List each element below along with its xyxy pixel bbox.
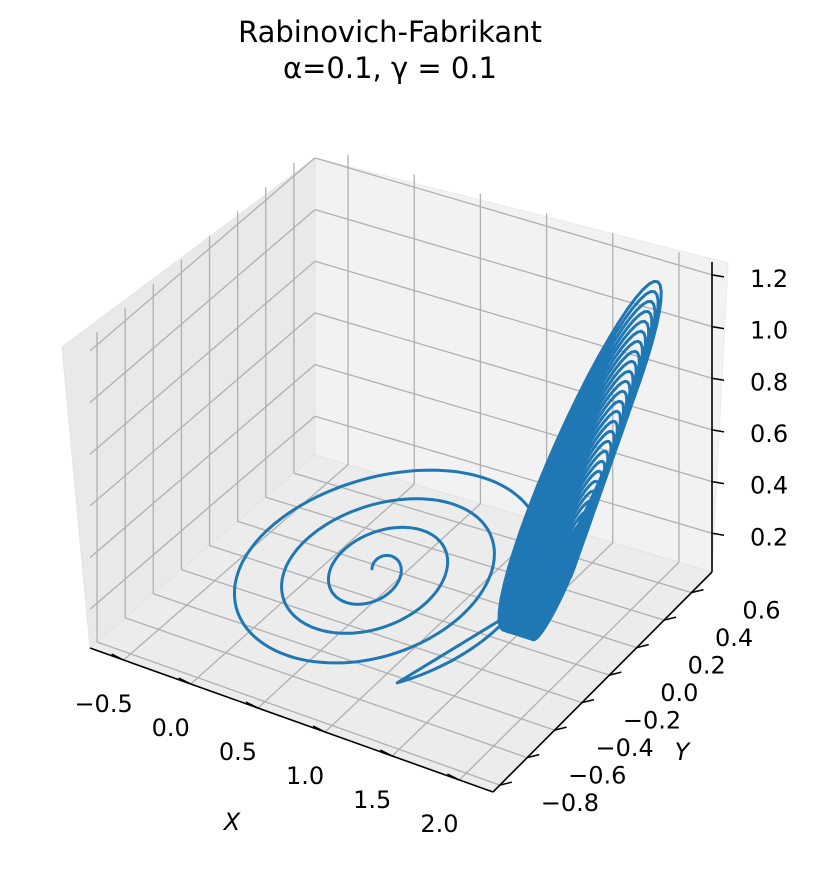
- y-tick-label: 0.0: [660, 679, 698, 707]
- y-tick-mark: [554, 726, 567, 731]
- grid-line-z-left: [89, 312, 316, 507]
- x-tick-label: 2.0: [420, 810, 458, 838]
- y-tick-label: −0.4: [595, 734, 653, 762]
- y-tick-mark: [609, 671, 622, 676]
- chart-subtitle: α=0.1, γ = 0.1: [283, 51, 497, 85]
- x-tick-label: 0.5: [219, 738, 257, 766]
- grid-line-z-right: [314, 208, 713, 328]
- y-tick-mark: [527, 753, 540, 759]
- x-axis-line: [89, 647, 494, 793]
- chart-title-block: Rabinovich-Fabrikant α=0.1, γ = 0.1: [0, 14, 780, 86]
- y-tick-label: −0.6: [568, 762, 626, 790]
- grid-lines: [89, 154, 713, 786]
- grid-line-z-left: [89, 260, 316, 455]
- y-tick-label: −0.2: [623, 707, 681, 735]
- grid-line-y: [265, 496, 665, 621]
- y-tick-mark: [581, 698, 595, 704]
- tick-labels: −0.50.00.51.01.52.0−0.8−0.6−0.4−0.20.00.…: [74, 265, 788, 838]
- grid-line-x: [123, 464, 349, 661]
- z-tick-mark: [711, 325, 725, 330]
- grid-line-z-right: [314, 415, 713, 534]
- y-tick-mark: [636, 643, 649, 649]
- chart-title: Rabinovich-Fabrikant: [238, 15, 542, 49]
- grid-line-z-right: [314, 363, 713, 483]
- grid-line-z-left: [89, 157, 316, 352]
- x-tick-label: 1.5: [353, 786, 391, 814]
- y-tick-label: 0.2: [688, 652, 726, 680]
- grid-line-y: [209, 544, 610, 676]
- y-tick-mark: [691, 588, 704, 594]
- grid-line-z-right: [314, 312, 713, 431]
- grid-line-z-right: [314, 157, 713, 276]
- grid-line-y: [96, 641, 501, 786]
- x-tick-label: −0.5: [74, 690, 132, 718]
- x-axis-label: X: [222, 808, 241, 836]
- y-axis-label: Y: [675, 738, 692, 766]
- grid-line-z-left: [89, 209, 316, 404]
- x-tick-label: 0.0: [152, 714, 190, 742]
- y-tick-mark: [663, 616, 677, 621]
- z-tick-label: 0.2: [750, 523, 788, 551]
- y-tick-label: 0.4: [715, 624, 753, 652]
- grid-line-x: [190, 483, 415, 685]
- z-tick-mark: [711, 480, 725, 485]
- grid-line-x: [458, 561, 680, 781]
- z-tick-mark: [711, 377, 725, 381]
- grid-line-z-left: [89, 415, 316, 610]
- z-tick-mark: [711, 429, 725, 433]
- y-tick-label: 0.6: [742, 597, 780, 625]
- z-tick-mark: [711, 274, 725, 278]
- z-tick-label: 1.2: [750, 265, 788, 293]
- grid-line-x: [257, 503, 481, 709]
- grid-line-x: [391, 542, 614, 757]
- grid-line-y: [124, 617, 528, 759]
- axis-lines: [89, 262, 725, 793]
- z-tick-label: 0.8: [750, 368, 788, 396]
- grid-line-y: [293, 472, 692, 594]
- z-tick-mark: [711, 532, 725, 536]
- x-tick-label: 1.0: [286, 762, 324, 790]
- z-tick-label: 1.0: [750, 317, 788, 345]
- y-tick-label: −0.8: [541, 789, 599, 817]
- grid-line-z-left: [89, 364, 316, 559]
- grid-line-y: [181, 568, 583, 704]
- grid-line-x: [324, 522, 548, 733]
- z-tick-label: 0.4: [750, 472, 788, 500]
- attractor-trajectory: [233, 279, 663, 685]
- y-axis-line: [492, 571, 713, 793]
- y-tick-mark: [499, 781, 513, 786]
- z-tick-label: 0.6: [750, 420, 788, 448]
